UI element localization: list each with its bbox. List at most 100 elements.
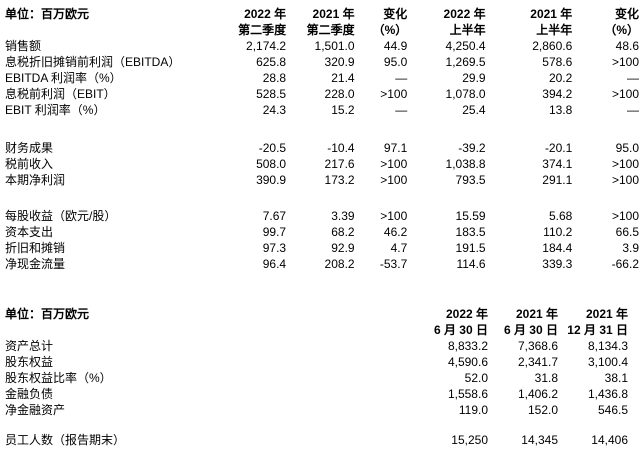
value-cell: 1,038.8 [445,157,486,171]
row-label: 股东权益比率（%） [5,371,112,385]
value-cell: >100 [611,87,639,101]
table-row: 本期净利润 390.9 173.2 >100 793.5 291.1 >100 [5,172,639,188]
value-cell: 97.3 [262,241,287,255]
value-cell: 1,436.8 [587,387,628,401]
header-line: 2021 年 [530,7,573,21]
quarterly-results-table: 单位：百万欧元 2022 年第二季度 2021 年第二季度 变化 （%） 2022… [5,6,639,272]
value-cell: -10.4 [327,141,355,155]
header-line: 2021 年 [312,7,355,21]
value-cell: 228.0 [324,87,355,101]
value-cell: 2,860.6 [532,39,573,53]
table-row: 净金融资产 119.0 152.0 546.5 [5,402,628,418]
value-cell: -20.5 [258,141,287,155]
value-cell: 25.4 [462,103,486,117]
value-cell: 44.9 [383,39,408,53]
header-row: 单位：百万欧元 2022 年 6 月 30 日 2021 年 6 月 30 日 20… [5,306,628,338]
value-cell: 97.1 [383,141,408,155]
value-cell: 20.2 [548,71,573,85]
value-cell: 24.3 [262,103,287,117]
value-cell: 13.8 [548,103,573,117]
value-cell: 95.0 [615,141,639,155]
value-cell: 21.4 [331,71,355,85]
value-cell: >100 [380,209,408,223]
value-cell: 8,833.2 [447,339,488,353]
value-cell: 4,590.6 [447,355,488,369]
row-label: 每股收益（欧元/股） [5,209,117,223]
value-cell: 95.0 [383,55,408,69]
value-cell: 2,174.2 [246,39,287,53]
value-cell: 217.6 [324,157,355,171]
header-line: （%） [604,23,639,37]
value-cell: 14,345 [521,433,558,447]
value-cell: 15.59 [455,209,486,223]
column-header: 2021 年第二季度 [286,6,355,38]
row-label: EBIT 利润率（%） [5,103,106,117]
value-cell: 3.9 [622,241,639,255]
column-header: 2022 年 6 月 30 日 [255,306,488,338]
value-cell: 191.5 [455,241,486,255]
row-label: EBITDA 利润率（%） [5,71,122,85]
value-cell: 184.4 [542,241,573,255]
column-header: 2021 年 6 月 30 日 [488,306,558,338]
value-cell: >100 [611,209,639,223]
value-cell: 29.9 [462,71,486,85]
column-header: 变化 （%） [572,6,639,38]
header-line: 6 月 30 日 [433,323,488,337]
value-cell: 8,134.3 [587,339,628,353]
value-cell: 394.2 [542,87,573,101]
value-cell: 625.8 [256,55,287,69]
value-cell: >100 [380,173,408,187]
value-cell: 173.2 [324,173,355,187]
value-cell: -66.2 [611,257,639,271]
column-header: 2022 年第二季度 [180,6,286,38]
table-row: EBIT 利润率（%） 24.3 15.2 — 25.4 13.8 — [5,102,639,118]
value-cell: 31.8 [534,371,558,385]
column-header: 变化 （%） [355,6,408,38]
value-cell: >100 [611,55,639,69]
table-row: 资产总计 8,833.2 7,368.6 8,134.3 [5,338,628,354]
value-cell: 68.2 [331,225,355,239]
table-row: 税前收入 508.0 217.6 >100 1,038.8 374.1 >100 [5,156,639,172]
table-row: 折旧和摊销 97.3 92.9 4.7 191.5 184.4 3.9 [5,240,639,256]
row-label: 资本支出 [5,225,54,239]
row-label: 销售额 [5,39,42,53]
section-spacer [5,118,639,140]
value-cell: -39.2 [458,141,486,155]
header-line: 上半年 [449,23,486,37]
value-cell: 152.0 [527,403,558,417]
table-row: 销售额 2,174.2 1,501.0 44.9 4,250.4 2,860.6… [5,38,639,54]
value-cell: 1,406.2 [517,387,558,401]
row-label: 折旧和摊销 [5,241,66,255]
value-cell: 38.1 [604,371,628,385]
table-row: 财务成果 -20.5 -10.4 97.1 -39.2 -20.1 95.0 [5,140,639,156]
column-header: 2022 年上半年 [407,6,486,38]
value-cell: >100 [611,173,639,187]
value-cell: -20.1 [544,141,573,155]
header-line: 2022 年 [443,7,486,21]
value-cell: 578.6 [542,55,573,69]
value-cell: 7,368.6 [517,339,558,353]
value-cell: 114.6 [456,257,486,271]
value-cell: 66.5 [615,225,639,239]
header-line: 6 月 30 日 [503,323,558,337]
column-header: 2021 年 12 月 31 日 [558,306,628,338]
header-line: 第二季度 [238,23,287,37]
balance-sheet-table: 单位：百万欧元 2022 年 6 月 30 日 2021 年 6 月 30 日 20… [5,306,628,448]
unit-label: 单位：百万欧元 [5,306,255,338]
value-cell: >100 [380,87,408,101]
row-label: 税前收入 [5,157,54,171]
header-row: 单位：百万欧元 2022 年第二季度 2021 年第二季度 变化 （%） 2022… [5,6,639,38]
value-cell: 339.3 [542,257,573,271]
row-label: 净现金流量 [5,257,66,271]
header-line: 上半年 [536,23,573,37]
table-row: 息税折旧摊销前利润（EBITDA） 625.8 320.9 95.0 1,269… [5,54,639,70]
header-line: 变化 [614,7,639,21]
value-cell: 528.5 [256,87,287,101]
value-cell: 3,100.4 [587,355,628,369]
table-row: EBITDA 利润率（%） 28.8 21.4 — 29.9 20.2 — [5,70,639,86]
value-cell: >100 [611,157,639,171]
row-label: 金融负债 [5,387,54,401]
value-cell: 119.0 [458,403,488,417]
value-cell: 96.4 [262,257,287,271]
